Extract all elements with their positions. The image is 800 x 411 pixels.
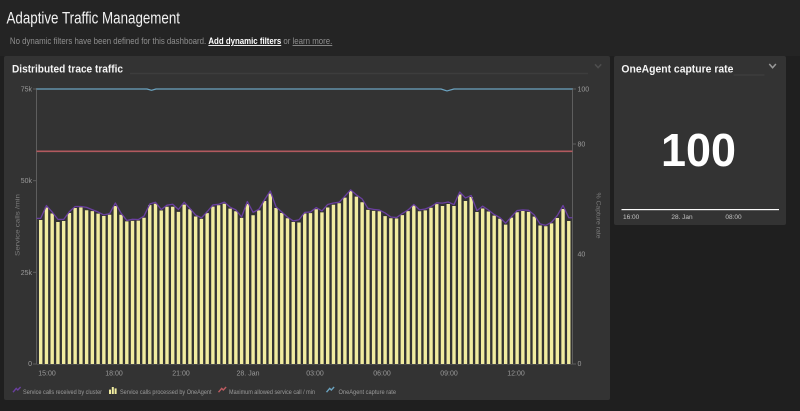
svg-text:18:00: 18:00	[105, 371, 123, 378]
svg-text:12:00: 12:00	[507, 371, 525, 378]
svg-text:80: 80	[578, 142, 586, 149]
svg-text:100: 100	[578, 87, 590, 94]
svg-text:09:00: 09:00	[440, 371, 458, 378]
svg-text:No dynamic filters have been d: No dynamic filters have been defined for…	[10, 35, 332, 46]
svg-text:28. Jan: 28. Jan	[237, 371, 260, 378]
svg-text:100: 100	[661, 124, 736, 176]
svg-text:Service calls /min: Service calls /min	[15, 194, 22, 256]
svg-text:Maximum allowed service call /: Maximum allowed service call / min	[229, 389, 315, 396]
svg-text:0: 0	[28, 361, 32, 368]
svg-text:Adaptive Traffic Management: Adaptive Traffic Management	[7, 9, 181, 28]
svg-text:06:00: 06:00	[373, 371, 391, 378]
svg-text:15:00: 15:00	[38, 371, 56, 378]
svg-text:Service calls received by clus: Service calls received by cluster	[23, 389, 103, 396]
svg-text:0: 0	[578, 361, 582, 368]
svg-text:25k: 25k	[21, 270, 33, 277]
svg-text:03:00: 03:00	[306, 371, 324, 378]
svg-text:40: 40	[578, 252, 586, 259]
svg-text:OneAgent capture rate: OneAgent capture rate	[339, 389, 397, 396]
svg-text:% Capture rate: % Capture rate	[595, 193, 602, 239]
svg-text:16:00: 16:00	[623, 214, 640, 221]
svg-text:OneAgent capture rate: OneAgent capture rate	[621, 63, 733, 75]
svg-text:08:00: 08:00	[725, 214, 742, 221]
svg-text:Distributed trace traffic: Distributed trace traffic	[12, 63, 123, 75]
svg-text:75k: 75k	[21, 87, 33, 94]
svg-text:50k: 50k	[21, 178, 33, 185]
svg-text:28. Jan: 28. Jan	[671, 214, 693, 221]
svg-text:21:00: 21:00	[172, 371, 190, 378]
svg-text:Service calls processed by One: Service calls processed by OneAgent	[120, 389, 212, 396]
